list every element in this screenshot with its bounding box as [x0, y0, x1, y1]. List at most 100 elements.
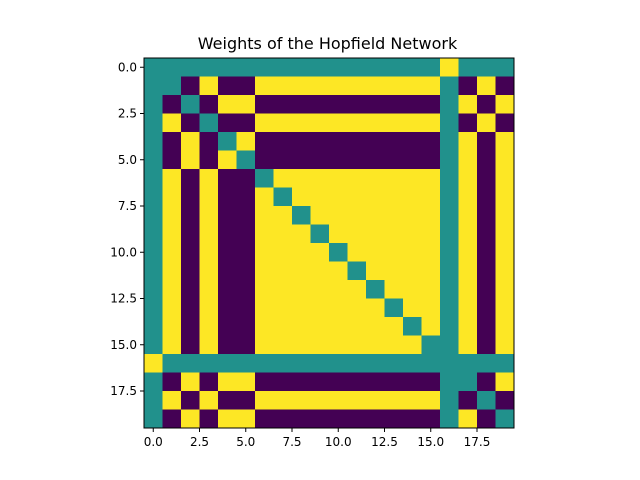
heatmap-cell	[329, 76, 348, 96]
heatmap-cell	[347, 132, 367, 151]
y-tick-label: 10.0	[110, 245, 137, 259]
heatmap-cell	[273, 280, 293, 299]
heatmap-cell	[495, 335, 515, 355]
heatmap-cell	[310, 409, 330, 429]
heatmap-cell	[218, 335, 237, 355]
heatmap-cell	[347, 335, 367, 355]
heatmap-cell	[255, 335, 274, 355]
heatmap-cell	[384, 409, 404, 429]
heatmap-cell	[458, 206, 478, 225]
heatmap-cell	[403, 409, 422, 429]
heatmap-cell	[347, 409, 367, 429]
heatmap-cell	[440, 132, 459, 151]
heatmap-cell	[421, 243, 441, 262]
x-tick-label: 17.5	[464, 435, 491, 449]
heatmap-cell	[477, 243, 496, 262]
heatmap-cell	[403, 58, 422, 77]
heatmap-cell	[366, 224, 385, 244]
y-axis: 0.0 2.5 5.0 7.5 10.0 12.5 15.0 17.5	[110, 60, 144, 398]
x-tick-label: 15.0	[417, 435, 444, 449]
heatmap-cell	[495, 409, 515, 429]
heatmap-cell	[458, 187, 478, 207]
heatmap-cell	[384, 132, 404, 151]
heatmap-cell	[144, 372, 163, 392]
heatmap-cell	[310, 169, 330, 188]
y-tick-label: 2.5	[118, 107, 137, 121]
heatmap-cell	[495, 243, 515, 262]
heatmap-cell	[384, 372, 404, 392]
heatmap-cell	[236, 113, 256, 133]
heatmap-cell	[236, 224, 256, 244]
heatmap-cell	[292, 280, 311, 299]
heatmap-cell	[440, 280, 459, 299]
heatmap-cell	[403, 298, 422, 318]
heatmap-cell	[329, 391, 348, 410]
x-tick-label: 7.5	[282, 435, 301, 449]
heatmap-cell	[366, 95, 385, 114]
heatmap-cell	[366, 391, 385, 410]
heatmap-cell	[144, 261, 163, 281]
heatmap-cell	[236, 335, 256, 355]
heatmap-cell	[144, 409, 163, 429]
heatmap-cell	[421, 261, 441, 281]
heatmap-cell	[384, 261, 404, 281]
heatmap-cell	[292, 391, 311, 410]
heatmap-cell	[273, 169, 293, 188]
heatmap-cell	[329, 261, 348, 281]
heatmap-cell	[310, 391, 330, 410]
x-tick-label: 5.0	[236, 435, 255, 449]
heatmap-cell	[199, 187, 219, 207]
heatmap-cell	[181, 317, 200, 336]
heatmap-cell	[421, 391, 441, 410]
heatmap-cell	[181, 113, 200, 133]
heatmap-cell	[440, 169, 459, 188]
heatmap-cell	[218, 169, 237, 188]
heatmap-cell	[292, 409, 311, 429]
heatmap-cell	[236, 409, 256, 429]
heatmap-cell	[384, 280, 404, 299]
heatmap-cell	[495, 317, 515, 336]
heatmap-cell	[144, 187, 163, 207]
heatmap-cell	[495, 298, 515, 318]
heatmap-cell	[255, 224, 274, 244]
heatmap-cell	[310, 243, 330, 262]
heatmap-cell	[236, 132, 256, 151]
heatmap-cell	[403, 150, 422, 170]
heatmap-cell	[255, 169, 274, 188]
heatmap-cell	[181, 372, 200, 392]
heatmap-cell	[421, 298, 441, 318]
heatmap-cell	[199, 76, 219, 96]
heatmap-cell	[477, 335, 496, 355]
heatmap-cell	[181, 187, 200, 207]
heatmap-cell	[199, 335, 219, 355]
heatmap-cell	[218, 206, 237, 225]
axes-frame	[143, 57, 515, 429]
heatmap-cell	[495, 280, 515, 299]
heatmap-cell	[162, 224, 182, 244]
heatmap-cell	[421, 76, 441, 96]
heatmap-cell	[310, 372, 330, 392]
heatmap-cell	[477, 150, 496, 170]
heatmap-cell	[181, 391, 200, 410]
heatmap-cell	[255, 132, 274, 151]
heatmap-cell	[144, 280, 163, 299]
heatmap-cell	[144, 58, 163, 77]
y-tick-label: 17.5	[110, 384, 137, 398]
heatmap-cell	[495, 150, 515, 170]
heatmap-cell	[421, 187, 441, 207]
heatmap-cell	[236, 372, 256, 392]
heatmap-cell	[292, 150, 311, 170]
heatmap-cell	[218, 132, 237, 151]
heatmap-cell	[440, 187, 459, 207]
heatmap-cell	[384, 76, 404, 96]
heatmap-cell	[329, 150, 348, 170]
heatmap-cell	[477, 206, 496, 225]
heatmap-cell	[329, 169, 348, 188]
heatmap-cell	[144, 150, 163, 170]
heatmap-cell	[236, 317, 256, 336]
heatmap-cell	[384, 391, 404, 410]
heatmap-cell	[255, 409, 274, 429]
heatmap-cell	[458, 169, 478, 188]
heatmap-cell	[440, 372, 459, 392]
